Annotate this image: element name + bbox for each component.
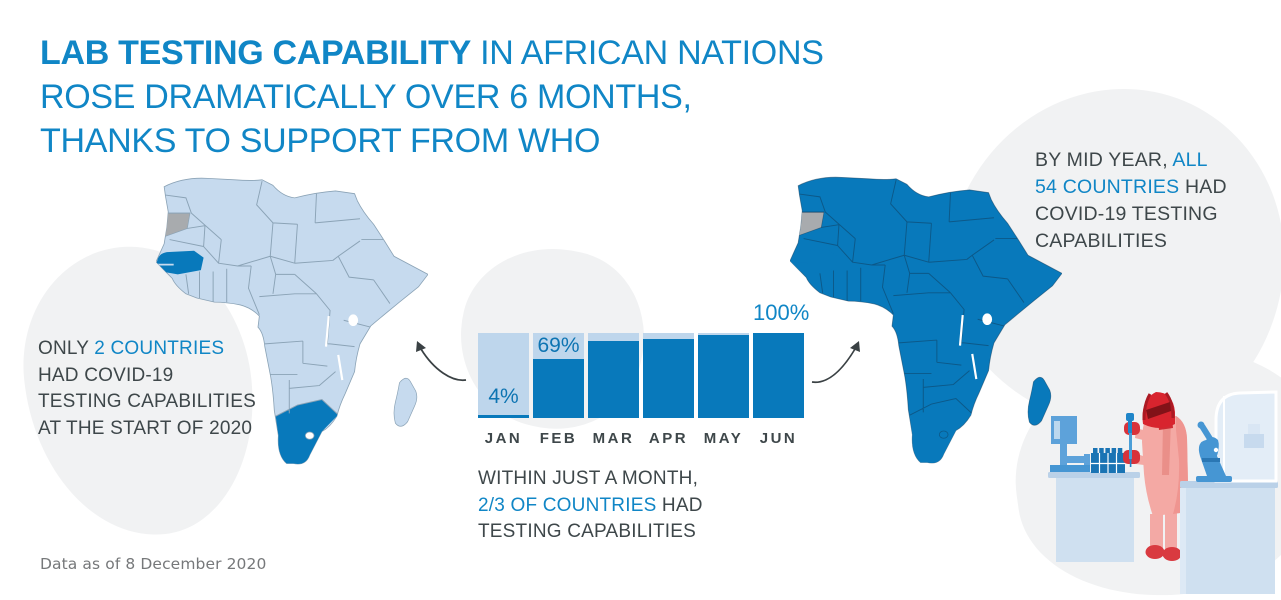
bar-track: [753, 333, 804, 418]
annotation-mid-year: BY MID YEAR, ALL 54 COUNTRIES HAD COVID-…: [1035, 147, 1227, 255]
bar-fill: [753, 333, 804, 418]
page-title: LAB TESTING CAPABILITY IN AFRICAN NATION…: [40, 31, 824, 163]
annotation-text: HAD COVID-19: [38, 364, 174, 386]
annotation-within-a-month: WITHIN JUST A MONTH, 2/3 OF COUNTRIES HA…: [478, 466, 703, 546]
annotation-highlight: 2 COUNTRIES: [94, 338, 225, 359]
annotation-text: WITHIN JUST A MONTH,: [478, 468, 699, 489]
lab-analyzer-machine-icon: [1050, 416, 1090, 472]
lab-table-left-icon: [1048, 472, 1140, 562]
bar-column: APR: [643, 333, 694, 447]
arrow-to-start-map: [416, 341, 467, 381]
bar-fill: [643, 338, 694, 418]
bar-month-label: MAY: [703, 430, 744, 447]
bar-column: MAY: [698, 333, 749, 447]
bar-column: 69% FEB: [533, 333, 584, 447]
bar-fill: [588, 340, 639, 418]
bar-fill: [698, 334, 749, 418]
microscope-icon: [1196, 421, 1232, 482]
data-footnote: Data as of 8 December 2020: [40, 555, 267, 573]
annotation-highlight: ALL: [1172, 149, 1208, 171]
bar-month-label: FEB: [539, 430, 578, 447]
annotation-highlight: 54 COUNTRIES: [1035, 176, 1180, 198]
bar-column: MAR: [588, 333, 639, 447]
bar-value-label: 100%: [753, 300, 810, 325]
annotation-text: AT THE START OF 2020: [38, 417, 253, 439]
annotation-text: HAD: [1179, 176, 1227, 198]
bar-track: [533, 333, 584, 418]
protective-hood-icon: [1142, 392, 1175, 428]
annotation-text: TESTING CAPABILITIES: [478, 521, 696, 542]
bar-month-label: MAR: [592, 430, 635, 447]
lab-scientist-illustration: [1048, 390, 1278, 594]
glass-hood-icon: [1214, 390, 1278, 483]
annotation-text: CAPABILITIES: [1035, 230, 1168, 252]
annotation-text: TESTING CAPABILITIES: [38, 391, 256, 412]
africa-map-mid-year: [790, 176, 1062, 468]
bar-column: 100% JUN: [753, 300, 809, 447]
bar-track: [698, 333, 749, 418]
annotation-text: ONLY: [38, 338, 95, 359]
title-highlight: LAB TESTING CAPABILITY: [40, 34, 471, 72]
annotation-start-of-2020: ONLY 2 COUNTRIES HAD COVID-19 TESTING CA…: [38, 336, 256, 442]
annotation-text: HAD: [656, 494, 703, 516]
bar-month-label: JUN: [759, 430, 798, 447]
test-tube-rack-icon: [1091, 448, 1125, 473]
pipette-icon: [1126, 413, 1134, 467]
bar-month-label: JAN: [484, 430, 523, 447]
bar-value-label: 4%: [488, 385, 519, 408]
bar-track: [588, 333, 639, 418]
title-line3: THANKS TO SUPPORT FROM WHO: [40, 122, 601, 160]
title-line2: ROSE DRAMATICALLY OVER 6 MONTHS,: [40, 78, 692, 116]
bar-column: 4% JAN: [478, 333, 529, 447]
annotation-text: COVID-19 TESTING: [1035, 203, 1218, 225]
annotation-highlight: 2/3 OF COUNTRIES: [478, 494, 657, 516]
bar-fill: [478, 414, 529, 418]
bar-track: [643, 333, 694, 418]
annotation-text: BY MID YEAR,: [1035, 149, 1173, 171]
arrow-to-midyear-map: [811, 341, 860, 384]
title-line1-rest: IN AFRICAN NATIONS: [470, 34, 824, 72]
bar-value-label: 69%: [537, 334, 580, 357]
bar-fill: [533, 359, 584, 418]
bar-month-label: APR: [648, 430, 689, 447]
bar-chart: 4% JAN 69% FEB MAR APR MAY 100% JUN: [478, 300, 809, 447]
bar-track: [478, 333, 529, 418]
lab-bench-right-icon: [1180, 481, 1278, 594]
